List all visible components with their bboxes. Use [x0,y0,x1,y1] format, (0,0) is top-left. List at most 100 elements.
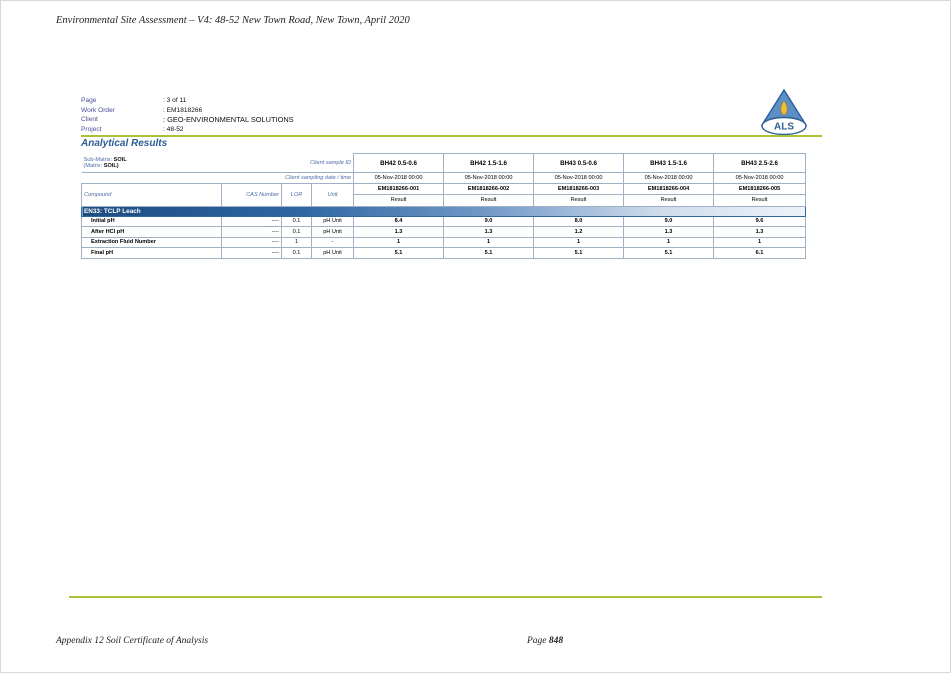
meta-row-work-order: Work Order : EM1818266 [81,106,294,116]
meta-row-client: Client : GEO-ENVIRONMENTAL SOLUTIONS [81,115,294,125]
col-lor: LOR [281,183,313,207]
lab-id: EM1818266-001 [353,183,445,196]
meta-value: : GEO-ENVIRONMENTAL SOLUTIONS [163,115,294,125]
compound-name: Initial pH [81,215,222,228]
result-value: 1.3 [443,226,535,238]
footer-page-label: Page [527,636,547,646]
sampling-date: 05-Nov-2018 00:00 [533,171,625,185]
compound-name: After HCl pH [81,226,222,238]
cas-number: ---- [220,215,283,228]
client-sample-id-label: Client sample ID [309,159,352,166]
col-cas: CAS Number [220,183,283,207]
result-value: 1 [533,236,625,249]
result-value: 1.3 [353,226,445,238]
col-compound: Compound [81,183,222,207]
cas-number: ---- [220,247,283,259]
result-value: 6.1 [713,247,807,259]
compound-name: Extraction Fluid Number [81,236,222,249]
lab-id: EM1818266-005 [713,183,807,196]
unit-value: pH Unit [311,226,355,238]
result-value: 8.0 [533,215,625,228]
meta-value: : EM1818266 [163,106,203,114]
result-label: Result [623,194,715,207]
result-value: 5.1 [443,247,535,259]
document-header: Environmental Site Assessment – V4: 48-5… [56,15,410,26]
result-label: Result [443,194,535,207]
result-value: 5.1 [623,247,715,259]
meta-row-project: Project : 48-52 [81,125,294,135]
lor-value: 0.1 [281,226,313,238]
matrix-label: (Matrix: [83,162,103,169]
compound-name: Final pH [81,247,222,259]
sub-matrix-label: Sub-Matrix: [83,156,113,163]
footer-appendix: Appendix 12 Soil Certificate of Analysis [56,636,209,646]
meta-value: : 48-52 [163,125,184,133]
unit-value: pH Unit [311,215,355,228]
sampling-date: 05-Nov-2018 00:00 [443,171,535,185]
meta-label: Client [81,116,98,124]
sampling-date: 05-Nov-2018 00:00 [353,171,445,185]
matrix-value: SOIL) [103,162,119,169]
result-label-row: Result Result Result Result Result [82,194,807,207]
result-value: 1 [713,236,807,249]
als-logo-text: ALS [774,122,794,133]
col-unit: Unit [311,183,355,207]
meta-label: Project [81,125,102,133]
certificate-meta: Page : 3 of 11 Work Order : EM1818266 Cl… [81,96,294,134]
table-row: Extraction Fluid Number ---- 1 - 1 1 1 1… [81,236,807,249]
cas-number: ---- [220,236,283,249]
footer-rule [69,596,822,598]
result-value: 9.0 [443,215,535,228]
section-band: EN33: TCLP Leach [80,205,807,217]
results-title: Analytical Results [81,138,168,149]
sub-matrix-value: SOIL [113,156,127,163]
result-value: 1 [443,236,535,249]
result-label: Result [713,194,807,207]
lor-value: 0.1 [281,215,313,228]
sample-id-row: Sub-Matrix: SOIL (Matrix: SOIL) Client s… [82,153,807,173]
result-value: 1.2 [533,226,625,238]
sampling-date-row: Client sampling date / time 05-Nov-2018 … [81,171,807,185]
table-row: Initial pH ---- 0.1 pH Unit 8.4 9.0 8.0 … [81,215,807,228]
result-value: 5.1 [353,247,445,259]
result-value: 9.0 [623,215,715,228]
result-value: 9.6 [713,215,807,228]
result-value: 1.3 [623,226,715,238]
header-rule [81,135,822,137]
result-value: 8.4 [353,215,445,228]
results-table: Sub-Matrix: SOIL (Matrix: SOIL) Client s… [80,153,807,259]
sample-id: BH42 1.5-1.6 [443,153,535,173]
lor-value: 0.1 [281,247,313,259]
result-value: 1 [353,236,445,249]
table-row: Final pH ---- 0.1 pH Unit 5.1 5.1 5.1 5.… [81,247,807,259]
result-label: Result [353,194,445,207]
result-label: Result [533,194,625,207]
result-value: 5.1 [533,247,625,259]
meta-row-page: Page : 3 of 11 [81,96,294,106]
sample-id: BH42 0.5-0.6 [353,153,445,173]
footer-page: Page 848 [527,636,563,646]
lab-id: EM1818266-004 [623,183,715,196]
matrix-cell: Sub-Matrix: SOIL (Matrix: SOIL) [82,154,282,173]
unit-value: - [311,236,355,249]
meta-label: Page [81,97,97,104]
lab-id: EM1818266-002 [443,183,535,196]
column-header-row: Compound CAS Number LOR Unit EM1818266-0… [81,183,807,207]
result-value: 1 [623,236,715,249]
unit-value: pH Unit [311,247,355,259]
cas-number: ---- [220,226,283,238]
sample-id: BH43 0.5-0.6 [533,153,625,173]
footer-page-number: 848 [548,636,564,646]
section-title: EN33: TCLP Leach [80,205,807,217]
als-logo: ALS [760,88,808,136]
result-value: 1.3 [713,226,807,238]
lor-value: 1 [281,236,313,249]
lab-id: EM1818266-003 [533,183,625,196]
meta-label: Work Order [81,106,115,114]
sampling-date: 05-Nov-2018 00:00 [713,171,807,185]
sample-id: BH43 1.5-1.6 [623,153,715,173]
table-row: After HCl pH ---- 0.1 pH Unit 1.3 1.3 1.… [81,226,807,238]
meta-value: : 3 of 11 [163,97,187,104]
sampling-date: 05-Nov-2018 00:00 [623,171,715,185]
sample-id: BH43 2.5-2.6 [713,153,807,173]
